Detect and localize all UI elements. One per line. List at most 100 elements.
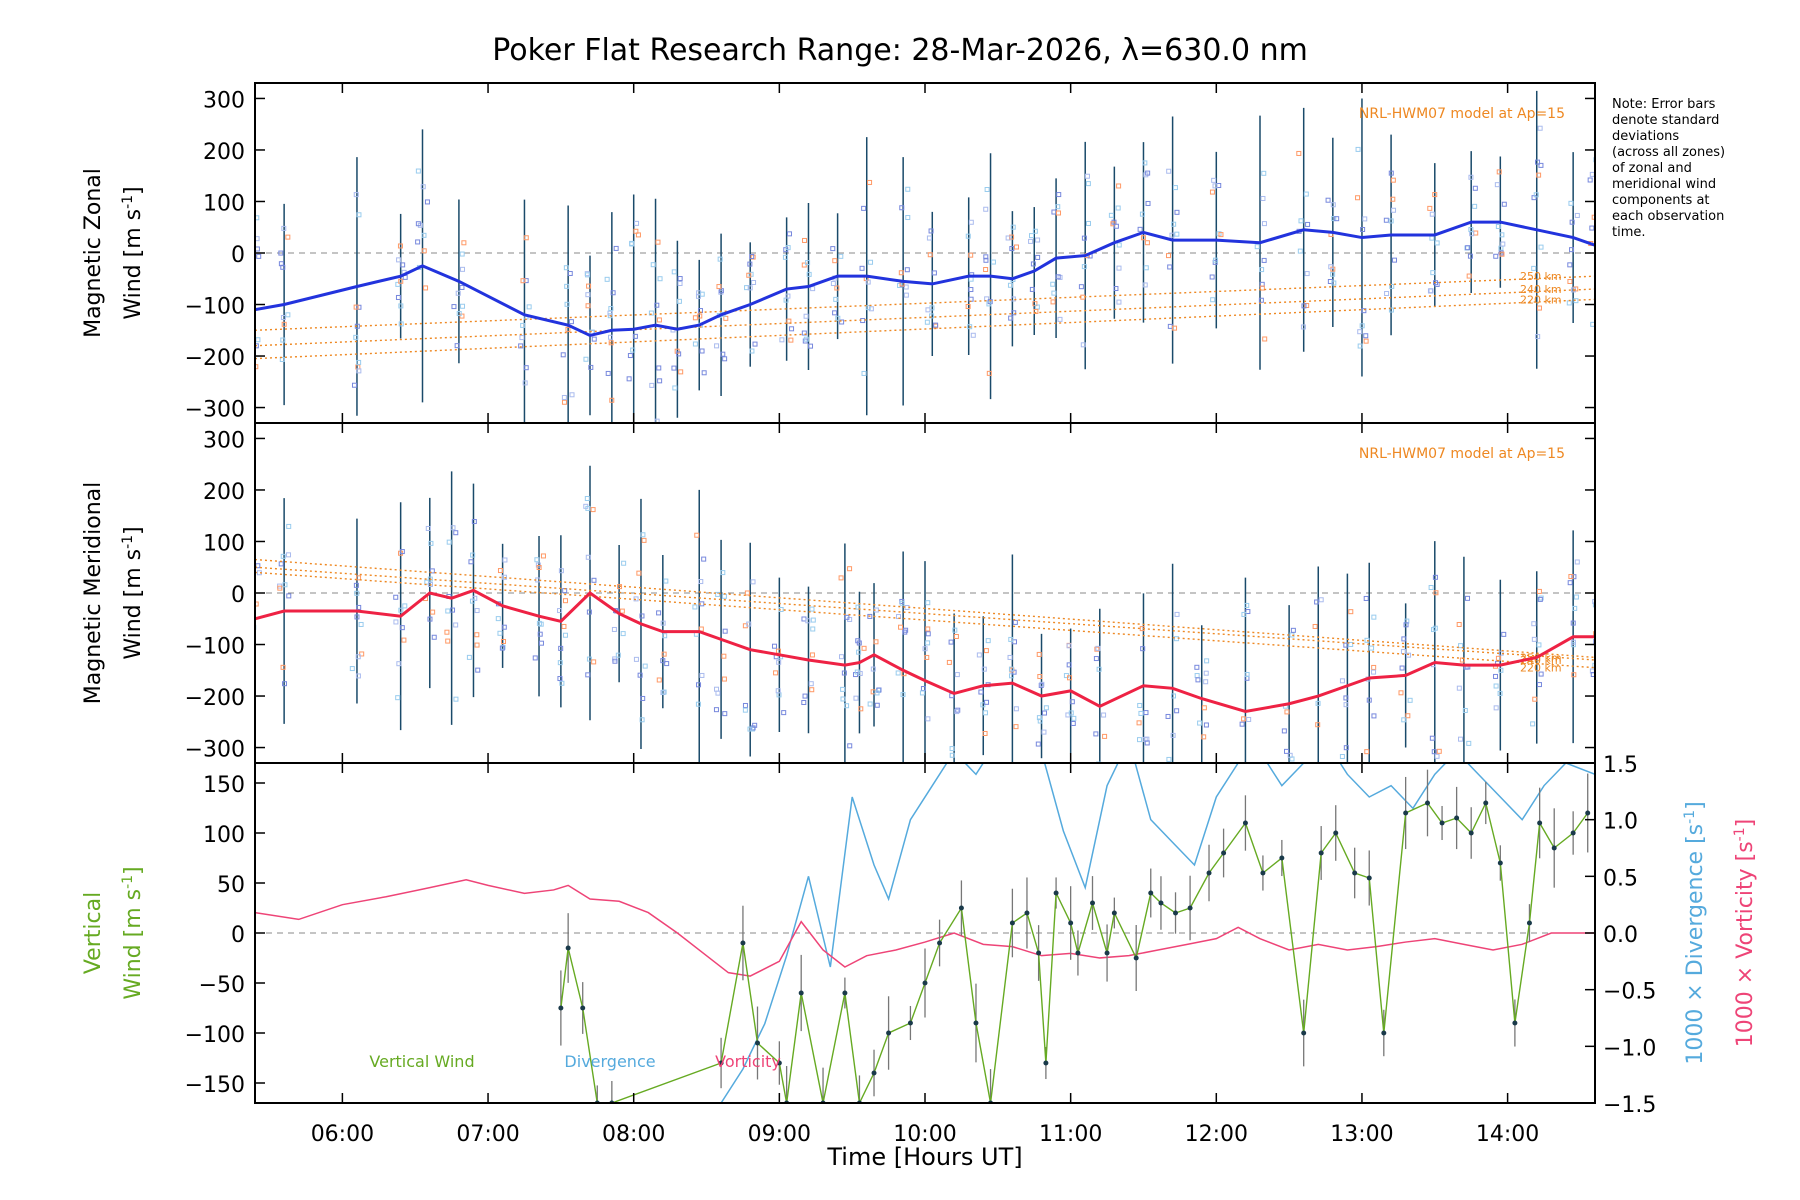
scatter-point — [1359, 323, 1365, 329]
y-tick-label: −100 — [185, 295, 245, 320]
data-point — [886, 1030, 892, 1036]
scatter-point — [402, 603, 408, 609]
scatter-point — [1194, 664, 1200, 670]
scatter-point — [981, 666, 987, 672]
data-point — [718, 1060, 724, 1066]
scatter-point — [925, 600, 931, 606]
scatter-point — [586, 609, 592, 615]
scatter-point — [519, 335, 525, 341]
scatter-point — [1078, 284, 1084, 290]
scatter-point — [662, 633, 668, 639]
scatter-point — [1096, 666, 1102, 672]
scatter-point — [1244, 671, 1250, 677]
legend-item-divergence: Divergence — [564, 1052, 655, 1071]
scatter-point — [1138, 710, 1144, 716]
scatter-point — [1050, 281, 1056, 287]
right-tick-label: 1.0 — [1603, 810, 1638, 835]
scatter-point — [1085, 181, 1091, 187]
scatter-point — [356, 575, 362, 581]
scatter-point — [610, 290, 616, 296]
scatter-point — [497, 630, 503, 636]
data-point — [907, 1020, 913, 1026]
scatter-point — [722, 356, 728, 362]
scatter-point — [1174, 209, 1180, 215]
scatter-point — [286, 523, 292, 529]
data-point — [973, 1020, 979, 1026]
scatter-point — [676, 298, 682, 304]
scatter-point — [810, 626, 816, 632]
scatter-point — [1428, 585, 1434, 591]
scatter-point — [1429, 211, 1435, 217]
model-altitude-label: 250 km — [1520, 270, 1562, 283]
scatter-point — [715, 591, 721, 597]
scatter-point — [1165, 713, 1171, 719]
scatter-point — [425, 525, 431, 531]
scatter-point — [929, 313, 935, 319]
scatter-point — [1244, 602, 1250, 608]
scatter-point — [723, 315, 729, 321]
scatter-point — [1363, 595, 1369, 601]
scatter-point — [1456, 685, 1462, 691]
scatter-point — [1330, 271, 1336, 277]
scatter-point — [926, 235, 932, 241]
scatter-point — [1593, 157, 1595, 163]
scatter-point — [1570, 639, 1576, 645]
scatter-point — [459, 251, 465, 257]
data-point — [1242, 820, 1248, 826]
scatter-point — [1403, 622, 1409, 628]
scatter-point — [1056, 192, 1062, 198]
scatter-point — [697, 313, 703, 319]
scatter-point — [1084, 173, 1090, 179]
scatter-point — [1407, 697, 1413, 703]
scatter-point — [356, 359, 362, 365]
scatter-point — [1325, 197, 1331, 203]
data-point — [842, 990, 848, 996]
scatter-point — [1035, 254, 1041, 260]
scatter-point — [1005, 235, 1011, 241]
scatter-point — [561, 399, 567, 405]
scatter-point — [968, 287, 974, 293]
scatter-point — [1143, 710, 1149, 716]
scatter-point — [256, 253, 262, 259]
scatter-point — [953, 633, 959, 639]
data-point — [1075, 950, 1081, 956]
scatter-point — [1343, 745, 1349, 751]
scatter-point — [808, 681, 814, 687]
scatter-point — [586, 283, 592, 289]
scatter-point — [749, 253, 755, 259]
scatter-point — [1465, 245, 1471, 251]
scatter-point — [701, 556, 707, 562]
scatter-point — [1261, 221, 1267, 227]
scatter-point — [562, 632, 568, 638]
scatter-point — [1008, 636, 1014, 642]
scatter-point — [1081, 264, 1087, 270]
scatter-point — [664, 661, 670, 667]
scatter-point — [585, 672, 591, 678]
scatter-point — [1030, 261, 1036, 267]
scatter-point — [1209, 189, 1215, 195]
scatter-point — [1472, 203, 1478, 209]
scatter-point — [1531, 265, 1537, 271]
scatter-point — [353, 582, 359, 588]
scatter-point — [1431, 749, 1437, 755]
scatter-point — [523, 365, 529, 371]
scatter-point — [1468, 174, 1474, 180]
scatter-point — [1593, 638, 1595, 644]
scatter-point — [564, 301, 570, 307]
scatter-point — [475, 667, 481, 673]
scatter-point — [501, 574, 507, 580]
scatter-point — [1289, 756, 1295, 762]
scatter-point — [1538, 162, 1544, 168]
x-tick-label: 14:00 — [1476, 1122, 1539, 1147]
data-point — [1279, 855, 1285, 861]
note-line: Note: Error bars — [1612, 97, 1716, 112]
scatter-point — [838, 253, 844, 259]
scatter-point — [421, 232, 427, 238]
scatter-point — [984, 186, 990, 192]
scatter-point — [1303, 191, 1309, 197]
scatter-point — [1315, 722, 1321, 728]
scatter-point — [586, 656, 592, 662]
scatter-point — [1536, 588, 1542, 594]
scatter-point — [978, 689, 984, 695]
scatter-point — [1050, 299, 1056, 305]
